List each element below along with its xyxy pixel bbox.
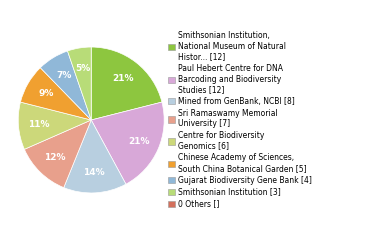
Text: 11%: 11% <box>28 120 50 129</box>
Wedge shape <box>18 102 91 149</box>
Text: 9%: 9% <box>38 89 54 98</box>
Wedge shape <box>91 47 162 120</box>
Wedge shape <box>68 47 91 120</box>
Wedge shape <box>64 120 126 193</box>
Wedge shape <box>91 102 164 184</box>
Text: 5%: 5% <box>75 64 90 73</box>
Wedge shape <box>40 51 91 120</box>
Text: 12%: 12% <box>44 153 65 162</box>
Wedge shape <box>21 68 91 120</box>
Text: 21%: 21% <box>113 74 134 83</box>
Wedge shape <box>24 120 91 188</box>
Text: 14%: 14% <box>83 168 105 177</box>
Text: 7%: 7% <box>56 71 71 80</box>
Text: 21%: 21% <box>128 137 150 146</box>
Legend: Smithsonian Institution,
National Museum of Natural
Histor... [12], Paul Hebert : Smithsonian Institution, National Museum… <box>168 31 312 209</box>
